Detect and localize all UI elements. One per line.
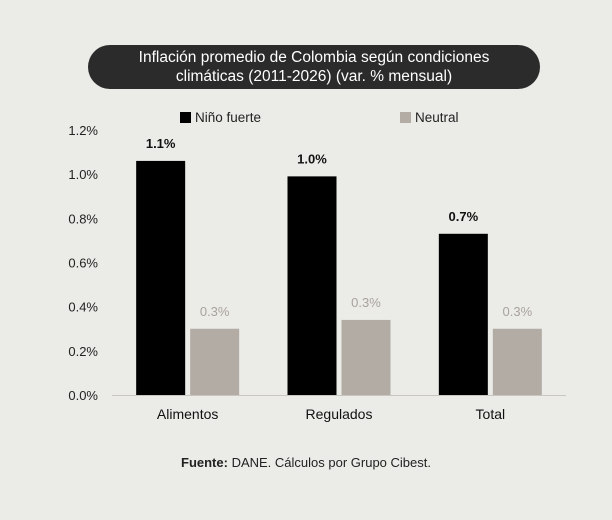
- legend-swatch: [180, 112, 191, 123]
- data-label: 1.0%: [297, 151, 327, 166]
- source-text: DANE. Cálculos por Grupo Cibest.: [227, 455, 431, 470]
- y-tick-label: 1.2%: [68, 123, 98, 138]
- bar-chart: 0.0% 0.2% 0.4% 0.6% 0.8% 1.0% 1.2% 1.1% 0.3% Alim…: [68, 110, 566, 422]
- source-note: Fuente: DANE. Cálculos por Grupo Cibest.: [0, 455, 612, 470]
- bar-neutral-total: [492, 328, 542, 395]
- y-tick-label: 1.0%: [68, 167, 98, 182]
- y-tick-label: 0.2%: [68, 344, 98, 359]
- bar-nino-fuerte-alimentos: [136, 160, 186, 395]
- chart-title: Inflación promedio de Colombia según con…: [88, 45, 540, 89]
- x-category-label: Regulados: [306, 406, 373, 422]
- bar-neutral-alimentos: [190, 328, 240, 395]
- bar-neutral-regulados: [341, 319, 391, 395]
- data-label: 0.3%: [503, 304, 533, 319]
- x-category-label: Alimentos: [157, 406, 218, 422]
- data-label: 1.1%: [146, 136, 176, 151]
- data-label: 0.3%: [351, 295, 381, 310]
- data-label: 0.3%: [200, 304, 230, 319]
- y-tick-label: 0.8%: [68, 211, 98, 226]
- bar-nino-fuerte-total: [438, 233, 488, 395]
- legend-swatch: [400, 112, 411, 123]
- bar-nino-fuerte-regulados: [287, 176, 337, 395]
- y-tick-label: 0.6%: [68, 256, 98, 271]
- chart-title-line-2: climáticas (2011-2026) (var. % mensual): [175, 68, 453, 85]
- source-label: Fuente:: [181, 455, 228, 470]
- data-label: 0.7%: [449, 209, 479, 224]
- y-tick-label: 0.4%: [68, 300, 98, 315]
- legend-label: Niño fuerte: [195, 110, 261, 125]
- x-category-label: Total: [476, 406, 506, 422]
- y-tick-label: 0.0%: [68, 388, 98, 403]
- chart-title-line-1: Inflación promedio de Colombia según con…: [138, 49, 490, 66]
- legend-label: Neutral: [415, 110, 459, 125]
